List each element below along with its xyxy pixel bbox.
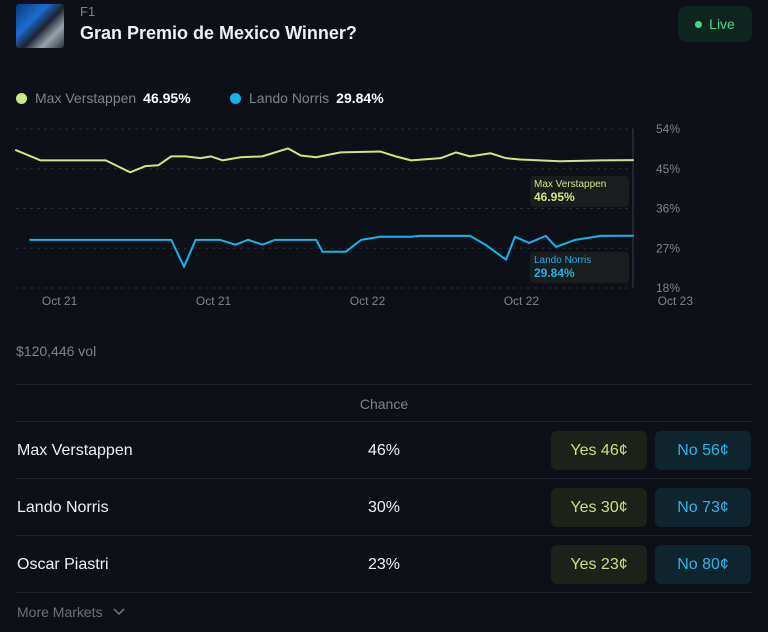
more-markets-label: More Markets (17, 604, 103, 620)
x-tick-label: Oct 23 (658, 294, 694, 308)
tooltip-value: 46.95% (534, 190, 575, 204)
buy-no-button[interactable]: No 80¢ (655, 545, 751, 584)
legend-name: Max Verstappen (35, 90, 137, 106)
outcome-name: Oscar Piastri (17, 556, 109, 573)
tooltip-name: Lando Norris (534, 255, 592, 266)
market-row: Lando Norris 30% Yes 30¢ No 73¢ (0, 479, 768, 536)
legend-item-verstappen: Max Verstappen 46.95% (16, 90, 191, 106)
legend-item-norris: Lando Norris 29.84% (230, 90, 384, 106)
y-tick-label: 45% (656, 162, 680, 176)
market-row: Oscar Piastri 23% Yes 23¢ No 80¢ (0, 536, 768, 593)
y-tick-label: 36% (656, 202, 680, 216)
divider (16, 592, 752, 593)
legend-value: 46.95% (143, 90, 191, 106)
x-tick-label: Oct 21 (42, 294, 78, 308)
chance-column-header: Chance (359, 396, 409, 412)
chevron-down-icon (113, 608, 125, 616)
live-label: Live (709, 16, 735, 32)
tooltip-norris: Lando Norris 29.84% (530, 252, 629, 283)
event-category: F1 (80, 4, 96, 19)
outcome-name: Lando Norris (17, 499, 109, 516)
outcome-chance: 30% (367, 499, 401, 516)
outcome-chance: 46% (367, 442, 401, 459)
tooltip-value: 29.84% (534, 266, 575, 280)
y-tick-label: 18% (656, 281, 680, 295)
divider (16, 535, 752, 536)
buy-yes-button[interactable]: Yes 23¢ (551, 545, 647, 584)
divider (16, 421, 752, 422)
legend-value: 29.84% (336, 90, 384, 106)
buy-no-button[interactable]: No 56¢ (655, 431, 751, 470)
live-dot-icon (695, 20, 703, 28)
series-line-verstappen (15, 147, 634, 174)
tooltip-name: Max Verstappen (534, 179, 607, 190)
y-tick-label: 27% (656, 241, 680, 255)
buy-no-button[interactable]: No 73¢ (655, 488, 751, 527)
outcome-name: Max Verstappen (17, 442, 133, 459)
series-line-norris (29, 234, 634, 268)
market-row: Max Verstappen 46% Yes 46¢ No 56¢ (0, 422, 768, 479)
live-badge: Live (678, 6, 752, 42)
legend-dot-icon (16, 92, 27, 104)
x-tick-label: Oct 22 (350, 294, 386, 308)
y-tick-label: 54% (656, 122, 680, 136)
outcome-chance: 23% (367, 556, 401, 573)
divider (16, 384, 752, 385)
legend-name: Lando Norris (249, 90, 330, 106)
buy-yes-button[interactable]: Yes 30¢ (551, 488, 647, 527)
event-thumbnail (16, 4, 64, 48)
tooltip-verstappen: Max Verstappen 46.95% (530, 176, 629, 207)
divider (16, 478, 752, 479)
more-markets-button[interactable]: More Markets (17, 604, 125, 620)
page-title: Gran Premio de Mexico Winner? (80, 23, 357, 43)
x-tick-label: Oct 21 (196, 294, 232, 308)
volume: $120,446 vol (16, 343, 97, 359)
price-chart[interactable]: 54% 45% 36% 27% 18% Oct 21 Oct 21 Oct 22 Oct 22 O… (0, 120, 768, 310)
x-tick-label: Oct 22 (504, 294, 540, 308)
legend-dot-icon (230, 92, 241, 104)
buy-yes-button[interactable]: Yes 46¢ (551, 431, 647, 470)
